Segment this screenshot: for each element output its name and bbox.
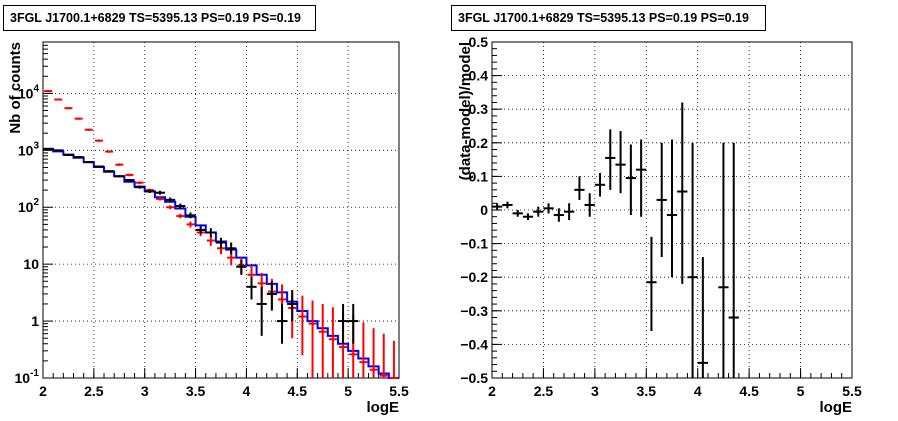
x-tick-label: 5 bbox=[797, 383, 805, 399]
x-tick-label: 2.5 bbox=[84, 383, 104, 399]
x-tick-label: 4.5 bbox=[288, 383, 308, 399]
left-panel-title: 3FGL J1700.1+6829 TS=5395.13 PS=0.19 PS=… bbox=[3, 5, 316, 31]
x-tick-label: 3 bbox=[141, 383, 149, 399]
x-axis-title: logE bbox=[820, 399, 853, 416]
y-tick-label: −0.4 bbox=[460, 336, 488, 352]
y-tick-label: 0.5 bbox=[469, 34, 489, 50]
x-tick-label: 2.5 bbox=[534, 383, 554, 399]
y-tick-label: 0.4 bbox=[469, 68, 489, 84]
x-tick-label: 5.5 bbox=[842, 383, 862, 399]
y-tick-label: 10-1 bbox=[15, 368, 40, 386]
y-tick-label: −0.3 bbox=[460, 303, 488, 319]
x-tick-label: 4.5 bbox=[739, 383, 759, 399]
y-axis-title: (data-model)/model bbox=[457, 42, 474, 180]
x-tick-label: 4 bbox=[694, 383, 702, 399]
y-axis-title: Nb of counts bbox=[7, 42, 24, 134]
y-tick-label: 103 bbox=[18, 140, 40, 158]
x-tick-label: 5 bbox=[344, 383, 352, 399]
y-tick-label: 0.3 bbox=[469, 101, 489, 117]
x-tick-label: 5.5 bbox=[389, 383, 409, 399]
y-tick-label: 0 bbox=[480, 202, 488, 218]
x-tick-label: 4 bbox=[243, 383, 251, 399]
y-tick-label: 1 bbox=[31, 313, 39, 329]
y-tick-label: 0.1 bbox=[469, 168, 489, 184]
x-tick-label: 3.5 bbox=[637, 383, 657, 399]
right-panel-title: 3FGL J1700.1+6829 TS=5395.13 PS=0.19 PS=… bbox=[451, 5, 766, 31]
y-tick-label: 104 bbox=[18, 83, 40, 101]
y-tick-label: 10 bbox=[23, 256, 39, 272]
y-tick-label: −0.1 bbox=[460, 236, 488, 252]
y-tick-label: −0.2 bbox=[460, 269, 488, 285]
y-tick-label: 0.2 bbox=[469, 135, 489, 151]
plot-frame bbox=[42, 41, 400, 379]
x-axis-title: logE bbox=[367, 399, 400, 416]
x-tick-label: 3 bbox=[591, 383, 599, 399]
y-tick-label: −0.5 bbox=[460, 370, 488, 386]
x-tick-label: 2 bbox=[39, 383, 47, 399]
y-tick-label: 102 bbox=[18, 197, 40, 215]
model-histogram-line bbox=[43, 147, 399, 379]
x-tick-label: 2 bbox=[488, 383, 496, 399]
x-tick-label: 3.5 bbox=[186, 383, 206, 399]
